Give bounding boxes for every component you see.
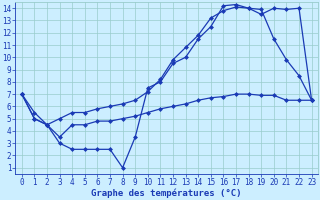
X-axis label: Graphe des températures (°C): Graphe des températures (°C) bbox=[92, 188, 242, 198]
